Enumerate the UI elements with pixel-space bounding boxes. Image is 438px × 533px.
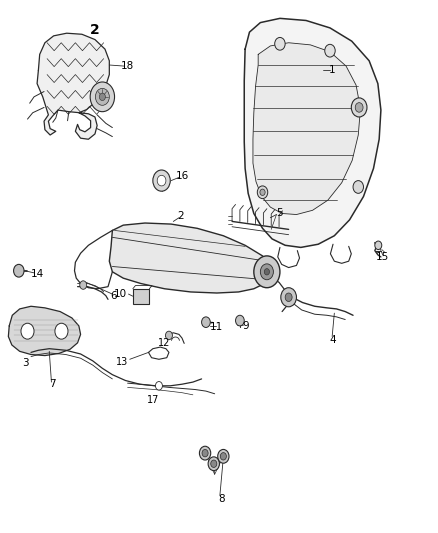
Circle shape <box>55 323 68 339</box>
Polygon shape <box>253 43 360 215</box>
Polygon shape <box>110 223 271 293</box>
Bar <box>133 289 149 304</box>
Circle shape <box>166 331 173 340</box>
Circle shape <box>325 44 335 57</box>
Circle shape <box>211 460 217 467</box>
Circle shape <box>99 93 106 101</box>
Text: 5: 5 <box>276 208 283 219</box>
Polygon shape <box>37 33 110 139</box>
Circle shape <box>220 453 226 460</box>
Text: 15: 15 <box>376 252 389 262</box>
Text: 13: 13 <box>116 357 128 367</box>
Text: 16: 16 <box>175 172 189 181</box>
Circle shape <box>201 317 210 327</box>
Text: 1: 1 <box>329 66 336 75</box>
Circle shape <box>264 269 269 275</box>
Text: 4: 4 <box>330 335 336 345</box>
Circle shape <box>153 170 170 191</box>
Text: 3: 3 <box>22 358 28 368</box>
Circle shape <box>208 457 219 471</box>
Polygon shape <box>8 306 81 356</box>
Circle shape <box>14 264 24 277</box>
Circle shape <box>375 241 382 249</box>
Circle shape <box>254 256 280 288</box>
Circle shape <box>202 449 208 457</box>
Text: 12: 12 <box>158 338 170 349</box>
Text: 9: 9 <box>243 321 249 331</box>
Circle shape <box>257 186 268 199</box>
Circle shape <box>275 37 285 50</box>
Circle shape <box>218 449 229 463</box>
Text: 7: 7 <box>49 379 56 389</box>
Circle shape <box>285 293 292 302</box>
Circle shape <box>199 446 211 460</box>
Text: 11: 11 <box>210 322 223 333</box>
Text: 6: 6 <box>110 290 117 301</box>
Circle shape <box>21 323 34 339</box>
Circle shape <box>95 88 110 106</box>
Text: 14: 14 <box>31 270 44 279</box>
Text: 2: 2 <box>177 211 184 221</box>
Text: 10: 10 <box>113 289 127 299</box>
Text: 2: 2 <box>90 23 100 37</box>
Text: 17: 17 <box>147 395 159 405</box>
Circle shape <box>157 175 166 186</box>
Circle shape <box>236 316 244 326</box>
Text: 18: 18 <box>121 61 134 71</box>
Circle shape <box>353 181 364 193</box>
Circle shape <box>80 281 87 289</box>
Circle shape <box>355 103 363 112</box>
Circle shape <box>281 288 297 307</box>
Circle shape <box>351 98 367 117</box>
Circle shape <box>155 382 162 390</box>
Circle shape <box>260 189 265 196</box>
Polygon shape <box>244 18 381 247</box>
Text: 8: 8 <box>218 494 225 504</box>
Circle shape <box>260 264 273 280</box>
Circle shape <box>90 82 115 112</box>
